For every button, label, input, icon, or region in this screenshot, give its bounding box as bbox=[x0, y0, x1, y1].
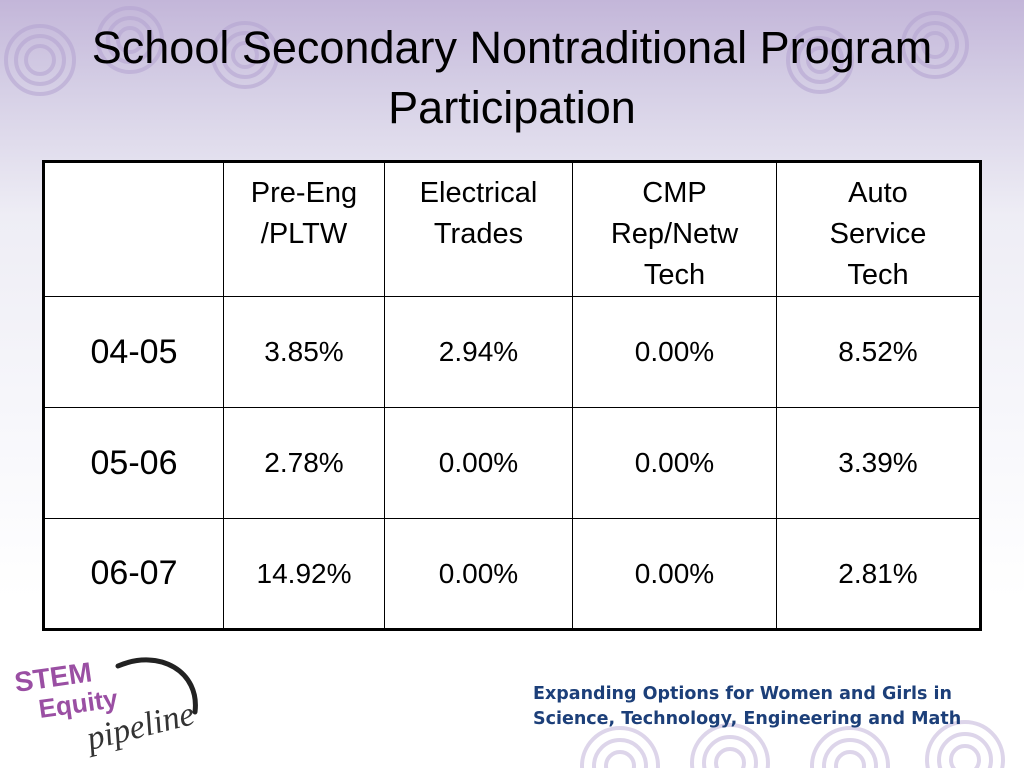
table-cell: 0.00% bbox=[384, 407, 573, 519]
table-row: 04-05 3.85% 2.94% 0.00% 8.52% bbox=[43, 296, 981, 408]
table-row: 05-06 2.78% 0.00% 0.00% 3.39% bbox=[43, 407, 981, 519]
table-row: 06-07 14.92% 0.00% 0.00% 2.81% bbox=[43, 518, 981, 630]
table-cell: 8.52% bbox=[776, 296, 981, 408]
table-cell: 0.00% bbox=[572, 296, 777, 408]
header-auto-service: Auto Service Tech bbox=[776, 161, 981, 297]
slide-title: School Secondary Nontraditional Program … bbox=[0, 18, 1024, 138]
table-cell: 2.94% bbox=[384, 296, 573, 408]
header-empty-cell bbox=[43, 161, 224, 297]
row-year: 05-06 bbox=[43, 407, 224, 519]
tagline: Expanding Options for Women and Girls in… bbox=[533, 682, 1013, 732]
table-cell: 0.00% bbox=[384, 518, 573, 630]
tagline-line2: Science, Technology, Engineering and Mat… bbox=[533, 709, 962, 729]
table-cell: 2.78% bbox=[223, 407, 385, 519]
slide-title-line1: School Secondary Nontraditional Program bbox=[91, 22, 933, 73]
table-cell: 0.00% bbox=[572, 518, 777, 630]
participation-table: Pre-Eng /PLTW Electrical Trades CMP Rep/… bbox=[42, 160, 982, 631]
header-electrical-trades: Electrical Trades bbox=[384, 161, 573, 297]
header-cmp: CMP Rep/Netw Tech bbox=[572, 161, 777, 297]
table-cell: 3.85% bbox=[223, 296, 385, 408]
table-cell: 0.00% bbox=[572, 407, 777, 519]
row-year: 06-07 bbox=[43, 518, 224, 630]
slide-title-line2: Participation bbox=[388, 82, 636, 133]
table-cell: 3.39% bbox=[776, 407, 981, 519]
header-pre-eng: Pre-Eng /PLTW bbox=[223, 161, 385, 297]
row-year: 04-05 bbox=[43, 296, 224, 408]
table-cell: 14.92% bbox=[223, 518, 385, 630]
stem-equity-pipeline-logo: STEM Equity pipeline bbox=[13, 656, 199, 758]
decorative-swirls-bottom bbox=[580, 720, 1005, 768]
decorative-swirls-top bbox=[4, 6, 969, 96]
tagline-line1: Expanding Options for Women and Girls in bbox=[533, 684, 952, 704]
table-header-row: Pre-Eng /PLTW Electrical Trades CMP Rep/… bbox=[43, 161, 981, 297]
table-cell: 2.81% bbox=[776, 518, 981, 630]
